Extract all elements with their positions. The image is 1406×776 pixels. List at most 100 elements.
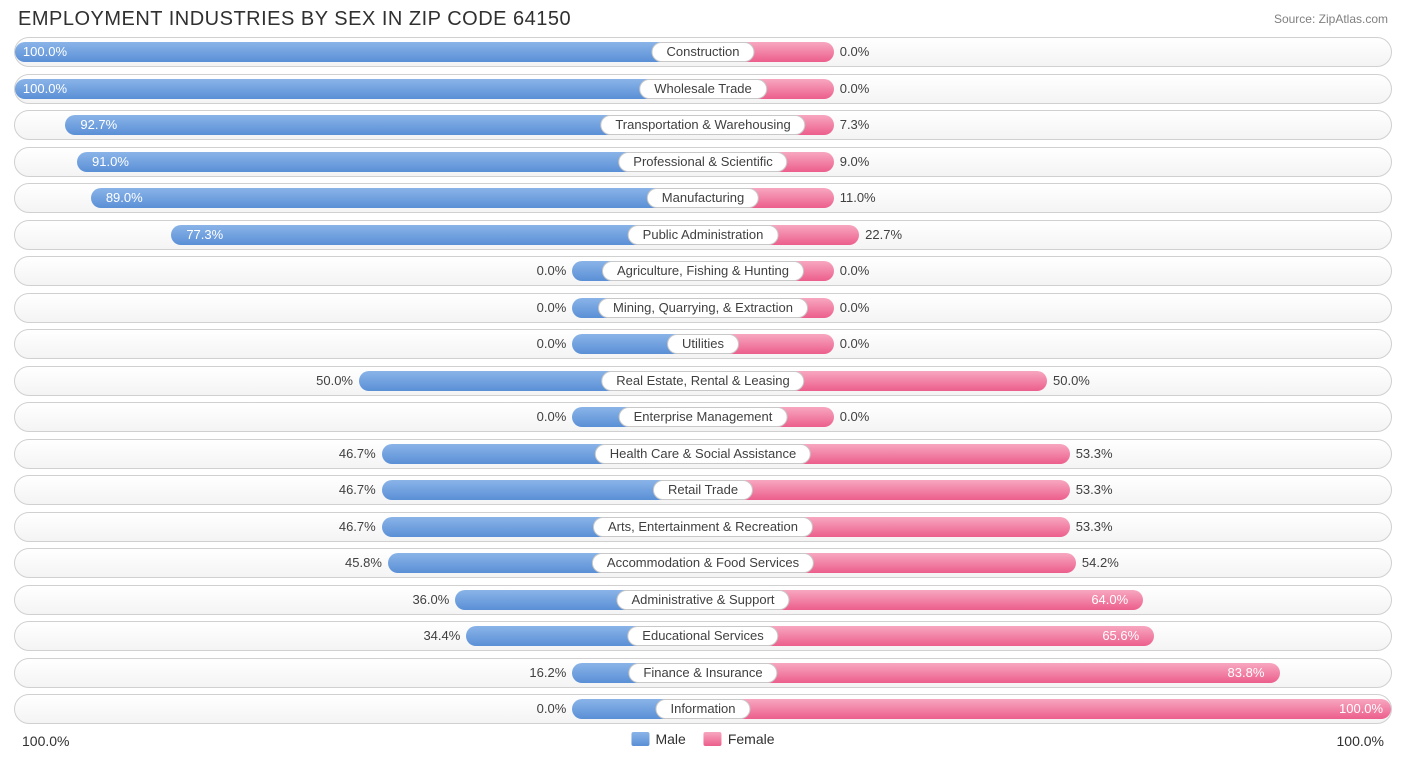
- female-half: 53.3%: [703, 476, 1391, 504]
- female-bar: [703, 480, 1070, 500]
- female-half: 83.8%: [703, 659, 1391, 687]
- category-label: Construction: [652, 42, 755, 62]
- male-pct-label: 36.0%: [412, 592, 449, 607]
- category-label: Professional & Scientific: [618, 152, 787, 172]
- category-label: Arts, Entertainment & Recreation: [593, 517, 813, 537]
- male-half: 46.7%: [15, 476, 703, 504]
- male-pct-label: 0.0%: [537, 336, 567, 351]
- chart-title: EMPLOYMENT INDUSTRIES BY SEX IN ZIP CODE…: [18, 8, 571, 31]
- female-half: 7.3%: [703, 111, 1391, 139]
- male-pct-label: 100.0%: [23, 44, 67, 59]
- female-pct-label: 11.0%: [840, 190, 876, 205]
- male-bar: [15, 79, 703, 99]
- chart-row: 77.3% 22.7% Public Administration: [14, 220, 1392, 250]
- male-pct-label: 100.0%: [23, 81, 67, 96]
- male-half: 50.0%: [15, 367, 703, 395]
- male-pct-label: 0.0%: [537, 701, 567, 716]
- category-label: Enterprise Management: [619, 407, 788, 427]
- female-half: 0.0%: [703, 330, 1391, 358]
- male-half: 89.0%: [15, 184, 703, 212]
- male-half: 77.3%: [15, 221, 703, 249]
- category-label: Real Estate, Rental & Leasing: [601, 371, 804, 391]
- female-pct-label: 53.3%: [1076, 519, 1113, 534]
- female-pct-label: 65.6%: [1102, 628, 1139, 643]
- female-half: 9.0%: [703, 148, 1391, 176]
- male-half: 0.0%: [15, 695, 703, 723]
- chart-row: 92.7% 7.3% Transportation & Warehousing: [14, 110, 1392, 140]
- category-label: Manufacturing: [647, 188, 759, 208]
- category-label: Educational Services: [627, 626, 778, 646]
- chart-row: 50.0%50.0%Real Estate, Rental & Leasing: [14, 366, 1392, 396]
- male-half: 0.0%: [15, 403, 703, 431]
- male-half: 91.0%: [15, 148, 703, 176]
- category-label: Public Administration: [628, 225, 779, 245]
- category-label: Health Care & Social Assistance: [595, 444, 811, 464]
- male-half: 36.0%: [15, 586, 703, 614]
- male-pct-label: 0.0%: [537, 263, 567, 278]
- female-pct-label: 22.7%: [865, 227, 902, 242]
- male-pct-label: 45.8%: [345, 555, 382, 570]
- male-pct-label: 0.0%: [537, 300, 567, 315]
- female-half: 64.0%: [703, 586, 1391, 614]
- chart-row: 16.2% 83.8% Finance & Insurance: [14, 658, 1392, 688]
- chart-source: Source: ZipAtlas.com: [1274, 8, 1388, 26]
- male-pct-label: 92.7%: [80, 117, 117, 132]
- female-pct-label: 53.3%: [1076, 446, 1113, 461]
- legend-item-female: Female: [704, 731, 775, 747]
- female-pct-label: 64.0%: [1091, 592, 1128, 607]
- male-pct-label: 16.2%: [529, 665, 566, 680]
- chart-row: 0.0% 0.0% Agriculture, Fishing & Hunting: [14, 256, 1392, 286]
- male-pct-label: 91.0%: [92, 154, 129, 169]
- diverging-bar-chart: 100.0% 0.0% Construction 100.0% 0.0% Wholesal…: [0, 35, 1406, 724]
- category-label: Retail Trade: [653, 480, 753, 500]
- chart-row: 36.0%64.0%Administrative & Support: [14, 585, 1392, 615]
- axis-label-left: 100.0%: [22, 733, 69, 749]
- category-label: Mining, Quarrying, & Extraction: [598, 298, 808, 318]
- female-pct-label: 0.0%: [840, 81, 870, 96]
- female-pct-label: 50.0%: [1053, 373, 1090, 388]
- male-pct-label: 46.7%: [339, 446, 376, 461]
- category-label: Agriculture, Fishing & Hunting: [602, 261, 804, 281]
- legend-item-male: Male: [631, 731, 685, 747]
- male-half: 100.0%: [15, 75, 703, 103]
- chart-row: 46.7% 53.3%Retail Trade: [14, 475, 1392, 505]
- female-pct-label: 0.0%: [840, 263, 870, 278]
- female-pct-label: 0.0%: [840, 44, 870, 59]
- category-label: Wholesale Trade: [639, 79, 767, 99]
- chart-row: 0.0%0.0%Enterprise Management: [14, 402, 1392, 432]
- chart-footer: 100.0% Male Female 100.0%: [14, 731, 1392, 759]
- female-half: 65.6%: [703, 622, 1391, 650]
- legend: Male Female: [631, 731, 774, 747]
- female-pct-label: 7.3%: [840, 117, 870, 132]
- female-half: 0.0%: [703, 403, 1391, 431]
- female-half: 11.0%: [703, 184, 1391, 212]
- category-label: Finance & Insurance: [628, 663, 777, 683]
- axis-label-right: 100.0%: [1337, 733, 1384, 749]
- female-pct-label: 54.2%: [1082, 555, 1119, 570]
- legend-label-female: Female: [728, 731, 775, 747]
- male-pct-label: 46.7%: [339, 482, 376, 497]
- category-label: Utilities: [667, 334, 739, 354]
- male-pct-label: 46.7%: [339, 519, 376, 534]
- chart-row: 0.0%100.0%Information: [14, 694, 1392, 724]
- female-pct-label: 9.0%: [840, 154, 870, 169]
- chart-row: 46.7% 53.3% Arts, Entertainment & Recreati…: [14, 512, 1392, 542]
- chart-row: 0.0% 0.0% Utilities: [14, 329, 1392, 359]
- legend-label-male: Male: [655, 731, 685, 747]
- female-bar: [703, 663, 1280, 683]
- female-half: 100.0%: [703, 695, 1391, 723]
- male-half: 0.0%: [15, 257, 703, 285]
- category-label: Accommodation & Food Services: [592, 553, 814, 573]
- female-half: 0.0%: [703, 38, 1391, 66]
- category-label: Transportation & Warehousing: [600, 115, 805, 135]
- chart-row: 46.7% 53.3% Health Care & Social Assistanc…: [14, 439, 1392, 469]
- female-pct-label: 0.0%: [840, 336, 870, 351]
- female-pct-label: 83.8%: [1228, 665, 1265, 680]
- female-half: 0.0%: [703, 257, 1391, 285]
- chart-row: 34.4%65.6%Educational Services: [14, 621, 1392, 651]
- male-pct-label: 0.0%: [537, 409, 567, 424]
- male-half: 16.2%: [15, 659, 703, 687]
- chart-row: 0.0%0.0%Mining, Quarrying, & Extraction: [14, 293, 1392, 323]
- female-half: 22.7%: [703, 221, 1391, 249]
- female-pct-label: 100.0%: [1339, 701, 1383, 716]
